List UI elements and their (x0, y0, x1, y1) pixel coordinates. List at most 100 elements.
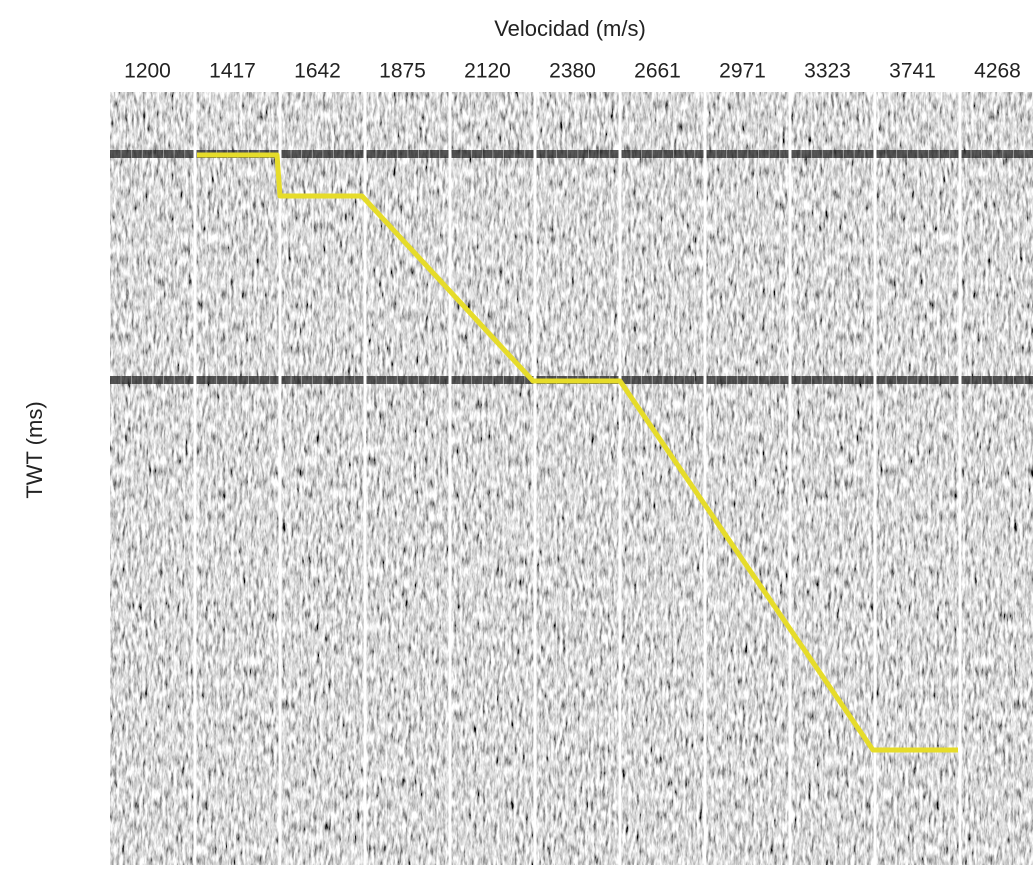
trace-gap (396, 92, 398, 865)
trace-gap (779, 92, 781, 865)
trace-gap (407, 92, 409, 865)
trace-gap (800, 92, 802, 865)
trace-gap (694, 92, 696, 865)
trace-gap (981, 92, 983, 865)
trace-gap (333, 92, 334, 865)
trace-gap (439, 92, 441, 865)
trace-gap (885, 92, 887, 865)
trace-gap (163, 92, 164, 865)
trace-gap (120, 92, 122, 865)
trace-gap (343, 92, 345, 865)
trace-gap (237, 92, 239, 865)
trace-gap (768, 92, 770, 865)
panel-separator (873, 92, 877, 865)
trace-gap (832, 92, 834, 865)
trace-gap (662, 92, 664, 865)
trace-gap (938, 92, 940, 865)
panel-separator (788, 92, 792, 865)
trace-gap (821, 92, 823, 865)
trace-gap (598, 92, 600, 865)
trace-gap (896, 92, 898, 865)
seismic-texture (110, 92, 1033, 865)
x-tick-label: 1642 (294, 60, 341, 83)
trace-gap (630, 92, 632, 865)
x-tick-label: 2661 (634, 60, 681, 83)
trace-gap (386, 92, 388, 865)
trace-gap (970, 92, 972, 865)
x-tick-label: 3741 (889, 60, 936, 83)
trace-gap (853, 92, 855, 865)
trace-gap (258, 92, 260, 865)
panel-separator (703, 92, 707, 865)
trace-gap (503, 92, 504, 865)
trace-gap (354, 92, 356, 865)
x-tick-label: 3323 (804, 60, 851, 83)
panel-separator (278, 92, 282, 865)
panel-separator (363, 92, 367, 865)
trace-gap (301, 92, 303, 865)
trace-gap (131, 92, 133, 865)
velocity-pick (197, 152, 958, 753)
trace-gap (641, 92, 643, 865)
trace-gap (418, 92, 419, 865)
trace-gap (651, 92, 653, 865)
trace-gap (216, 92, 218, 865)
trace-gap (843, 92, 844, 865)
trace-gap (811, 92, 813, 865)
x-tick-label: 1875 (379, 60, 426, 83)
trace-gap (991, 92, 993, 865)
trace-gap (747, 92, 749, 865)
x-tick-label: 2120 (464, 60, 511, 83)
trace-gap (226, 92, 228, 865)
reflector (110, 150, 1033, 158)
trace-gap (290, 92, 292, 865)
trace-gap (545, 92, 547, 865)
trace-gap (152, 92, 154, 865)
trace-gap (758, 92, 759, 865)
trace-gap (428, 92, 430, 865)
x-tick-label: 2380 (549, 60, 596, 83)
trace-gap (609, 92, 611, 865)
panel-separator (618, 92, 622, 865)
trace-gap (917, 92, 919, 865)
trace-gap (492, 92, 494, 865)
trace-gap (1002, 92, 1004, 865)
trace-gap (269, 92, 271, 865)
trace-gap (173, 92, 175, 865)
trace-gap (566, 92, 568, 865)
x-tick-label: 4268 (974, 60, 1021, 83)
trace-gap (673, 92, 674, 865)
trace-gap (513, 92, 515, 865)
trace-gap (715, 92, 717, 865)
trace-gap (248, 92, 249, 865)
panel-separator (448, 92, 452, 865)
trace-gap (141, 92, 143, 865)
trace-gap (311, 92, 313, 865)
panel-separator (193, 92, 197, 865)
trace-gap (471, 92, 473, 865)
trace-gap (184, 92, 186, 865)
x-tick-label: 1200 (124, 60, 171, 83)
trace-gap (460, 92, 462, 865)
trace-gap (588, 92, 589, 865)
trace-gap (864, 92, 866, 865)
trace-gap (736, 92, 738, 865)
chart-title: Velocidad (m/s) (494, 16, 646, 41)
trace-gap (1013, 92, 1014, 865)
panel-separator (533, 92, 537, 865)
trace-gap (928, 92, 929, 865)
x-tick-label: 1417 (209, 60, 256, 83)
trace-gap (481, 92, 483, 865)
trace-gap (577, 92, 579, 865)
trace-gap (205, 92, 207, 865)
trace-gap (375, 92, 377, 865)
trace-gap (949, 92, 951, 865)
trace-gap (556, 92, 558, 865)
seismic-panels (110, 92, 1033, 865)
trace-gap (322, 92, 324, 865)
trace-gap (524, 92, 526, 865)
y-axis-label: TWT (ms) (22, 401, 47, 498)
x-tick-label: 2971 (719, 60, 766, 83)
trace-gap (1023, 92, 1025, 865)
